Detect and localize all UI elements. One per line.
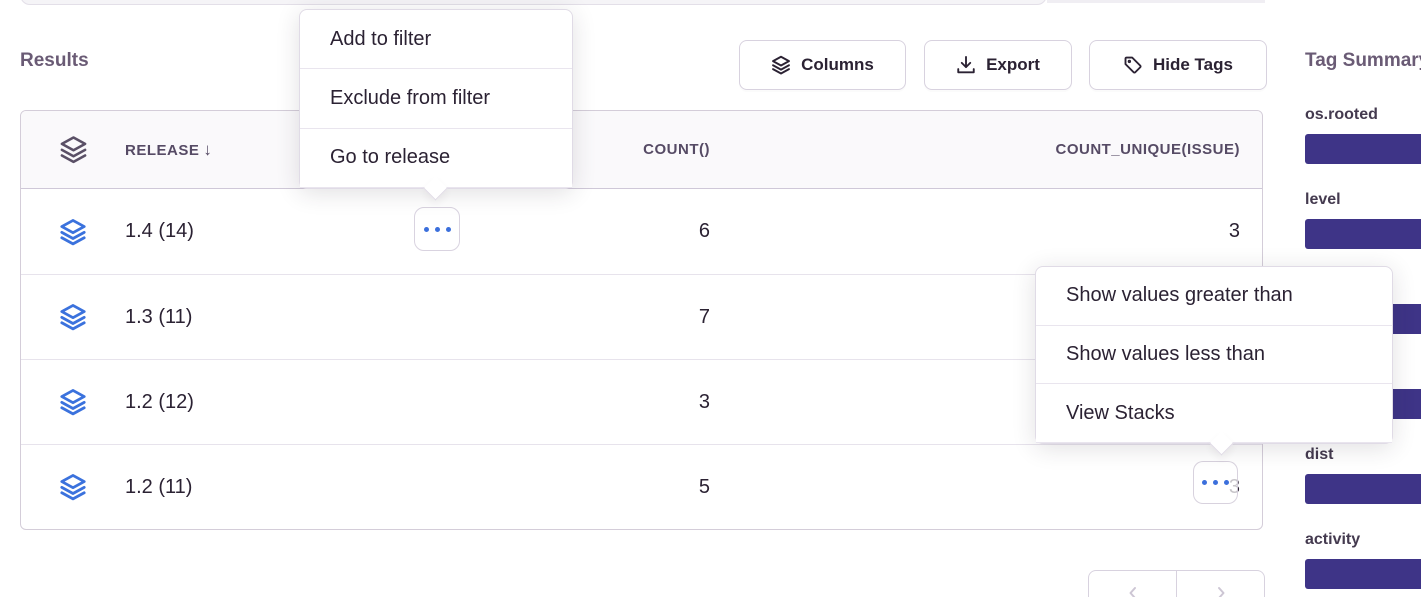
- table-row[interactable]: 1.2 (12) 3: [21, 359, 1262, 444]
- layers-icon: [60, 389, 86, 416]
- export-button-label: Export: [986, 55, 1040, 74]
- release-cell[interactable]: 1.2 (12): [125, 390, 194, 413]
- layers-icon: [60, 304, 86, 331]
- export-button[interactable]: Export: [924, 40, 1072, 90]
- prev-page-button[interactable]: [1088, 570, 1177, 597]
- table-row[interactable]: 1.3 (11) 7: [21, 274, 1262, 359]
- ellipsis-icon: [423, 226, 429, 232]
- download-icon: [957, 55, 975, 74]
- tag-label: level: [1305, 191, 1341, 208]
- count-unique-cell[interactable]: 3: [710, 476, 1240, 499]
- header-cell-release[interactable]: RELEASE ↓: [125, 139, 213, 159]
- hide-tags-button[interactable]: Hide Tags: [1089, 40, 1267, 90]
- tag-bar[interactable]: [1305, 134, 1421, 164]
- count-cell[interactable]: 7: [698, 305, 710, 328]
- layers-icon: [60, 474, 86, 501]
- count-cell[interactable]: 6: [698, 220, 710, 242]
- menu-item-exclude-from-filter[interactable]: Exclude from filter: [300, 69, 572, 129]
- tag-label: os.rooted: [1305, 106, 1378, 123]
- results-title: Results: [20, 50, 89, 71]
- tag-item: os.rooted: [1305, 106, 1421, 164]
- release-icon-cell: [21, 303, 125, 331]
- table-row[interactable]: 1.2 (11) 5 3: [21, 444, 1262, 529]
- chevron-right-icon: [1217, 587, 1224, 597]
- layers-icon: [60, 136, 86, 164]
- tag-bar[interactable]: [1305, 219, 1421, 249]
- count-cell[interactable]: 3: [698, 390, 710, 413]
- sort-desc-icon: ↓: [203, 139, 213, 159]
- columns-button[interactable]: Columns: [739, 40, 906, 90]
- layers-icon: [60, 218, 86, 245]
- value-context-menu: Show values greater than Show values les…: [1035, 266, 1393, 456]
- tag-summary-title: Tag Summary: [1305, 50, 1421, 71]
- pagination: [1088, 570, 1265, 597]
- next-page-button[interactable]: [1176, 570, 1265, 597]
- tag-label: activity: [1305, 531, 1361, 548]
- tag-icon: [1124, 56, 1142, 74]
- release-icon-cell: [21, 388, 125, 416]
- search-bar-bottom-edge: [20, 0, 1047, 5]
- menu-item-view-stacks[interactable]: View Stacks: [1036, 384, 1392, 444]
- tag-item: activity: [1305, 531, 1421, 589]
- count-unique-cell[interactable]: 3: [1228, 220, 1240, 242]
- table-row[interactable]: 1.4 (14) 6 3: [21, 189, 1262, 274]
- cell-actions-button[interactable]: [1193, 461, 1238, 504]
- header-cell-count[interactable]: COUNT(): [643, 141, 710, 158]
- count-cell[interactable]: 5: [698, 475, 710, 498]
- tag-item: level: [1305, 191, 1421, 249]
- table-header: RELEASE ↓ COUNT() COUNT_UNIQUE(ISSUE): [21, 111, 1262, 189]
- columns-button-label: Columns: [801, 55, 874, 74]
- menu-item-show-values-less-than[interactable]: Show values less than: [1036, 325, 1392, 385]
- chevron-left-icon: [1129, 587, 1136, 597]
- tag-bar[interactable]: [1305, 559, 1421, 589]
- release-context-menu: Add to filter Exclude from filter Go to …: [299, 9, 573, 201]
- tag-label: dist: [1305, 446, 1334, 463]
- ellipsis-icon: [1202, 480, 1207, 485]
- menu-item-show-values-greater-than[interactable]: Show values greater than: [1036, 267, 1392, 326]
- header-cell-count-unique[interactable]: COUNT_UNIQUE(ISSUE): [1055, 141, 1240, 158]
- header-release-icon-cell: [21, 135, 125, 164]
- release-icon-cell: [21, 473, 125, 501]
- release-cell[interactable]: 1.2 (11): [125, 475, 193, 498]
- tag-item: dist: [1305, 446, 1421, 504]
- layers-icon: [772, 55, 791, 75]
- release-cell[interactable]: 1.4 (14): [125, 220, 194, 242]
- menu-item-add-to-filter[interactable]: Add to filter: [300, 10, 572, 70]
- release-cell[interactable]: 1.3 (11): [125, 305, 193, 328]
- tag-bar[interactable]: [1305, 474, 1421, 504]
- release-icon-cell: [21, 218, 125, 246]
- menu-item-go-to-release[interactable]: Go to release: [300, 128, 572, 188]
- panel-divider: [1047, 0, 1265, 3]
- row-actions-button[interactable]: [414, 207, 460, 251]
- hide-tags-button-label: Hide Tags: [1153, 55, 1233, 74]
